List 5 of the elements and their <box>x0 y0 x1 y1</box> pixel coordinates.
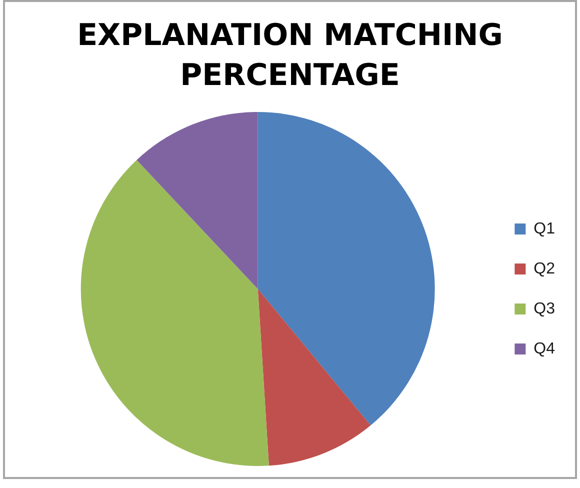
legend-label: Q3 <box>534 300 556 318</box>
legend-label: Q4 <box>534 340 556 358</box>
legend-label: Q2 <box>534 260 556 278</box>
legend-label: Q1 <box>534 220 556 238</box>
chart-title: EXPLANATION MATCHING PERCENTAGE <box>76 17 504 95</box>
